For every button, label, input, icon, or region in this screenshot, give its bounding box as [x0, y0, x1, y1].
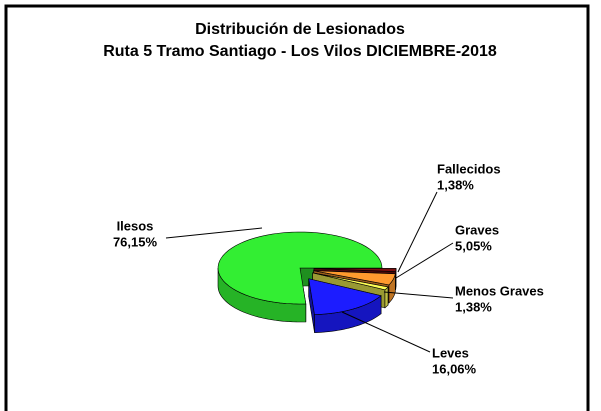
slice: [313, 268, 397, 272]
frame: [4, 4, 590, 411]
value-label: 5,05%: [455, 238, 492, 253]
chart-title: Distribución de Lesionados: [195, 21, 405, 38]
value-label: 76,15%: [113, 234, 158, 249]
slice-label: Ilesos: [117, 218, 154, 233]
slice-label: Leves: [432, 345, 469, 360]
slice-label: Menos Graves: [455, 283, 544, 298]
slice-label: Fallecidos: [437, 161, 501, 176]
value-label: 16,06%: [432, 361, 477, 376]
leader-line: [395, 242, 454, 279]
slice: [308, 278, 382, 315]
value-label: 1,38%: [437, 177, 474, 192]
slice-label: Graves: [455, 222, 499, 237]
value-label: 1,38%: [455, 299, 492, 314]
leader-line: [397, 191, 438, 273]
leader-line: [383, 291, 454, 299]
chart-subtitle: Ruta 5 Tramo Santiago - Los Vilos DICIEM…: [103, 43, 497, 60]
slice: [313, 270, 396, 286]
slice: [312, 272, 389, 291]
slice-side: [384, 286, 389, 309]
leader-line: [341, 311, 431, 353]
slice: [217, 231, 383, 305]
leader-line: [165, 227, 263, 239]
